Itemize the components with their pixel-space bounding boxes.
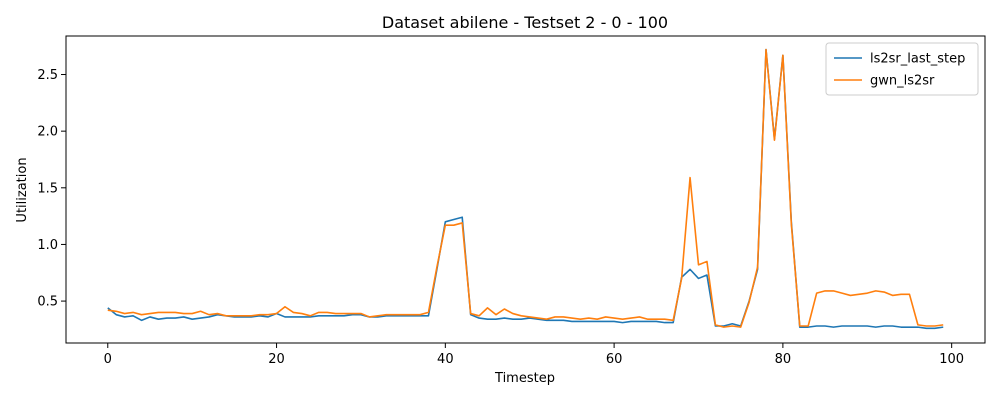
- x-tick-label: 100: [939, 352, 964, 367]
- x-tick-label: 20: [268, 352, 285, 367]
- plot-area: [107, 48, 944, 330]
- y-axis: 0.5 1.0 1.5 2.0 2.5: [37, 68, 66, 310]
- x-tick-label: 0: [104, 352, 112, 367]
- legend-box: [825, 42, 979, 96]
- y-tick-label: 0.5: [37, 295, 58, 310]
- x-tick-label: 40: [437, 352, 454, 367]
- x-tick-label: 60: [606, 352, 623, 367]
- y-tick-label: 1.0: [37, 238, 58, 253]
- x-axis: 0 20 40 60 80 100: [104, 343, 964, 367]
- legend-label: ls2sr_last_step: [870, 52, 965, 67]
- legend: ls2sr_last_step gwn_ls2sr: [825, 42, 979, 96]
- y-tick-label: 1.5: [37, 181, 58, 196]
- y-tick-label: 2.5: [37, 68, 58, 83]
- legend-label: gwn_ls2sr: [870, 74, 935, 89]
- y-tick-label: 2.0: [37, 125, 58, 140]
- series-line-ls2sr_last_step: [107, 48, 944, 330]
- series-line-gwn_ls2sr: [107, 48, 944, 328]
- chart-title: Dataset abilene - Testset 2 - 0 - 100: [382, 13, 668, 32]
- x-tick-label: 80: [775, 352, 792, 367]
- x-axis-label: Timestep: [494, 371, 555, 386]
- y-axis-label: Utilization: [15, 157, 30, 222]
- axes-frame: [65, 35, 986, 344]
